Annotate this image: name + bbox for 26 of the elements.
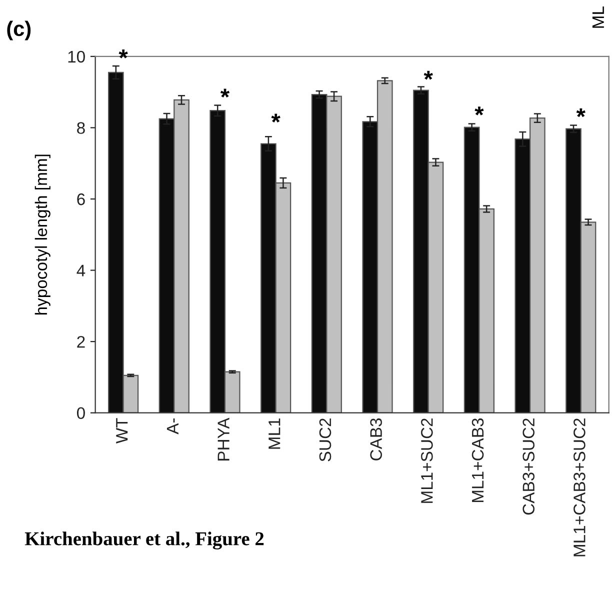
- y-tick-label: 8: [77, 122, 85, 134]
- y-tick-label: 4: [76, 264, 86, 276]
- y-tick-label: 2: [77, 336, 85, 348]
- x-tick-label: A-: [166, 418, 178, 434]
- x-tick-label: ML1: [268, 418, 280, 449]
- x-tick-label: WT: [116, 418, 128, 444]
- annotation: *: [474, 106, 484, 116]
- x-tick-label: PHYA: [218, 418, 230, 460]
- annotation: *: [118, 50, 128, 58]
- annotation: *: [424, 70, 433, 80]
- y-tick-label: 6: [77, 193, 85, 206]
- y-tick-label: 10: [68, 50, 85, 63]
- x-tick-label: ML1+CAB3: [472, 418, 484, 502]
- x-tick-label: CAB3: [370, 418, 382, 460]
- x-tick-label: CAB3+SUC2: [522, 418, 535, 515]
- x-tick-label: ML1+CAB3+SUC2: [574, 418, 586, 556]
- text: Kirchenbauer et al., Figure 2: [24, 532, 264, 550]
- chart-title: (c): [7, 20, 31, 40]
- annotation: *: [271, 114, 280, 122]
- x-tick-label: ML1+SUC2: [421, 418, 433, 503]
- y-axis-title: hypocotyl length [mm]: [34, 154, 50, 315]
- y-tick-label: 0: [76, 407, 85, 420]
- annotation: *: [576, 108, 586, 118]
- x-tick-label: SUC2: [319, 418, 332, 462]
- annotation: *: [220, 88, 230, 98]
- text: ML: [592, 6, 604, 28]
